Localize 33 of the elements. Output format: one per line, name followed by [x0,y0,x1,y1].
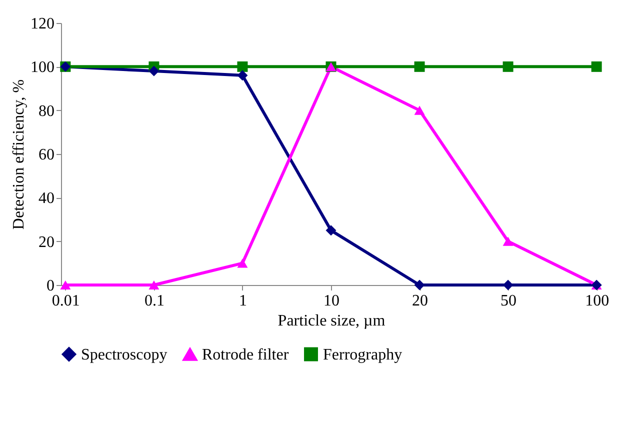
x-tick-label: 0.01 [52,292,80,310]
y-tick-label: 20 [38,234,54,251]
y-tick-label: 40 [38,190,54,208]
y-tick-label: 80 [38,102,54,120]
point [414,280,425,290]
point [237,258,248,268]
point [60,280,71,290]
legend-label: Ferrography [323,346,402,364]
x-tick-label: 1 [238,292,247,310]
point [326,225,336,236]
y-tick-label: 120 [30,16,54,32]
point [502,280,514,290]
point [148,280,160,290]
legend-label: Spectroscopy [81,346,168,364]
point [237,61,248,72]
point [502,236,514,246]
x-axis-title: Particle size, µm [278,312,386,330]
point [591,61,602,72]
point [148,66,160,76]
point [414,106,425,115]
x-tick-label: 20 [412,292,428,310]
y-tick-label: 100 [30,59,54,76]
x-tick-label: 100 [585,292,610,310]
y-tick-label: 0 [46,278,54,294]
legend-label: Rotrode filter [202,346,290,364]
point [414,61,425,72]
x-tick-label: 10 [324,292,340,310]
y-tick-label: 60 [38,146,54,164]
x-tick-label: 0.1 [144,292,164,310]
point [502,61,514,72]
y-axis-title: Detection efficiency, % [10,79,28,230]
x-tick-label: 50 [500,292,517,310]
point [237,70,248,81]
